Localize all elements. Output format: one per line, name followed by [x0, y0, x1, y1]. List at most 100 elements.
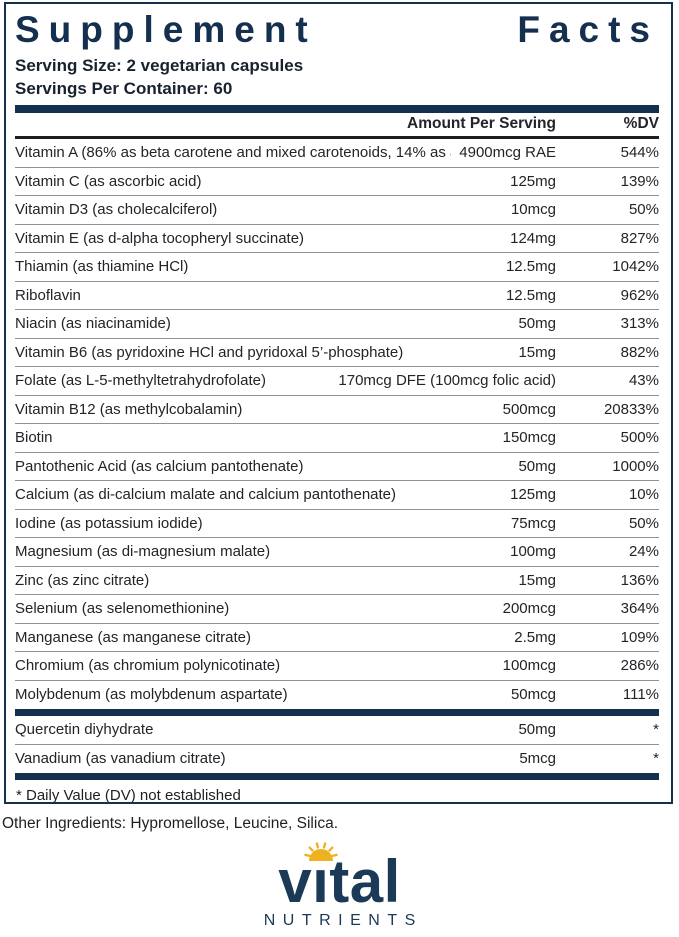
nutrient-dv: 109% — [620, 628, 659, 646]
nutrient-dv: 50% — [628, 514, 659, 532]
table-row: Vitamin B12 (as methylcobalamin) 500mcg … — [15, 396, 659, 424]
nutrient-dv: 50% — [628, 201, 659, 219]
supplement-facts-panel: Supplement Facts Serving Size: 2 vegetar… — [4, 2, 673, 804]
nutrient-name: Thiamin (as thiamine HCl) — [15, 258, 189, 276]
nutrient-name: Vitamin A (86% as beta carotene and mixe… — [15, 144, 451, 162]
nutrient-dv: 1042% — [612, 258, 659, 276]
nutrient-name: Iodine (as potassium iodide) — [15, 514, 203, 532]
nutrient-name: Vitamin C (as ascorbic acid) — [15, 172, 202, 190]
brand-logo: v ı tal NUTRIENTS — [0, 842, 679, 930]
nutrient-name: Quercetin diyhydrate — [15, 721, 154, 739]
nutrient-amount: 50mcg — [510, 686, 556, 704]
facts-title: Supplement Facts — [15, 9, 659, 51]
nutrient-dv: 364% — [620, 600, 659, 618]
nutrient-name: Selenium (as selenomethionine) — [15, 600, 230, 618]
table-row: Selenium (as selenomethionine) 200mcg 36… — [15, 595, 659, 624]
header-divider-bar — [15, 105, 659, 113]
nutrient-name: Vanadium (as vanadium citrate) — [15, 750, 226, 768]
nutrient-amount: 500mcg — [502, 400, 556, 418]
nutrient-amount: 15mg — [518, 343, 556, 361]
table-row: Riboflavin 12.5mg 962% — [15, 282, 659, 310]
nutrient-name: Vitamin B6 (as pyridoxine HCl and pyrido… — [15, 343, 404, 361]
nutrient-amount: 10mcg — [510, 201, 556, 219]
logo-sun-icon — [303, 842, 338, 861]
nutrient-dv: 10% — [628, 486, 659, 504]
nutrient-amount: 2.5mg — [514, 628, 556, 646]
nutrient-name: Calcium (as di-calcium malate and calciu… — [15, 486, 397, 504]
nutrient-dv: * — [653, 721, 659, 739]
nutrient-dv: 827% — [620, 229, 659, 247]
table-row: Biotin 150mcg 500% — [15, 424, 659, 453]
nutrient-amount: 100mcg — [502, 657, 556, 675]
nutrient-name: Niacin (as niacinamide) — [15, 315, 171, 333]
table-row: Calcium (as di-calcium malate and calciu… — [15, 481, 659, 510]
logo-letters-tal: tal — [329, 848, 401, 915]
nutrient-amount: 170mcg DFE (100mcg folic acid) — [338, 372, 556, 390]
facts-table-extra: Quercetin diyhydrate 50mg * Vanadium (as… — [15, 716, 659, 773]
nutrient-dv: * — [653, 750, 659, 768]
nutrient-dv: 139% — [620, 172, 659, 190]
nutrient-amount: 125mg — [510, 486, 556, 504]
table-row: Vitamin D3 (as cholecalciferol) 10mcg 50… — [15, 196, 659, 225]
nutrient-name: Folate (as L-5-methyltetrahydrofolate) — [15, 372, 266, 390]
nutrient-name: Molybdenum (as molybdenum aspartate) — [15, 686, 288, 704]
servings-per-container: Servings Per Container: 60 — [15, 79, 233, 98]
nutrient-amount: 50mg — [518, 457, 556, 475]
nutrient-amount: 75mcg — [510, 514, 556, 532]
nutrient-dv: 313% — [620, 315, 659, 333]
nutrient-dv: 882% — [620, 343, 659, 361]
nutrient-dv: 43% — [628, 372, 659, 390]
nutrient-name: Manganese (as manganese citrate) — [15, 628, 251, 646]
logo-letter-i: ı — [303, 842, 338, 912]
daily-value-footnote: * Daily Value (DV) not established — [16, 787, 241, 804]
nutrient-amount: 15mg — [518, 571, 556, 589]
facts-table-main: Vitamin A (86% as beta carotene and mixe… — [15, 139, 659, 709]
logo-letter-v: v — [278, 848, 313, 915]
table-row: Molybdenum (as molybdenum aspartate) 50m… — [15, 681, 659, 710]
nutrient-amount: 50mg — [518, 315, 556, 333]
nutrient-amount: 12.5mg — [505, 286, 556, 304]
table-row: Manganese (as manganese citrate) 2.5mg 1… — [15, 624, 659, 652]
nutrient-dv: 286% — [620, 657, 659, 675]
table-row: Vanadium (as vanadium citrate) 5mcg * — [15, 745, 659, 774]
column-header-dv: %DV — [623, 115, 659, 132]
nutrient-name: Zinc (as zinc citrate) — [15, 571, 150, 589]
table-row: Magnesium (as di-magnesium malate) 100mg… — [15, 538, 659, 567]
nutrient-name: Vitamin E (as d-alpha tocopheryl succina… — [15, 229, 305, 247]
table-row: Niacin (as niacinamide) 50mg 313% — [15, 310, 659, 339]
nutrient-name: Pantothenic Acid (as calcium pantothenat… — [15, 457, 304, 475]
nutrient-name: Chromium (as chromium polynicotinate) — [15, 657, 281, 675]
nutrient-name: Riboflavin — [15, 286, 81, 304]
footer-divider-bar — [15, 773, 659, 780]
table-row: Chromium (as chromium polynicotinate) 10… — [15, 652, 659, 681]
other-ingredients: Other Ingredients: Hypromellose, Leucine… — [2, 815, 338, 832]
logo-wordmark: v ı tal — [278, 842, 401, 915]
nutrient-amount: 4900mcg RAE — [459, 144, 556, 162]
nutrient-dv: 544% — [620, 144, 659, 162]
nutrient-name: Magnesium (as di-magnesium malate) — [15, 543, 271, 561]
facts-title-word-supplement: Supplement — [15, 9, 317, 50]
nutrient-dv: 24% — [628, 543, 659, 561]
nutrient-amount: 100mg — [510, 543, 556, 561]
table-row: Thiamin (as thiamine HCl) 12.5mg 1042% — [15, 253, 659, 282]
section-divider-bar — [15, 709, 659, 716]
nutrient-name: Biotin — [15, 429, 53, 447]
table-row: Iodine (as potassium iodide) 75mcg 50% — [15, 510, 659, 538]
table-row: Vitamin A (86% as beta carotene and mixe… — [15, 139, 659, 168]
nutrient-amount: 50mg — [518, 721, 556, 739]
facts-title-word-facts: Facts — [517, 9, 659, 50]
table-row: Folate (as L-5-methyltetrahydrofolate) 1… — [15, 367, 659, 396]
logo-subtext: NUTRIENTS — [263, 912, 423, 929]
nutrient-dv: 136% — [620, 571, 659, 589]
nutrient-dv: 20833% — [603, 400, 659, 418]
nutrient-amount: 200mcg — [502, 600, 556, 618]
serving-size: Serving Size: 2 vegetarian capsules — [15, 56, 304, 75]
nutrient-amount: 5mcg — [519, 750, 556, 768]
table-row: Vitamin C (as ascorbic acid) 125mg 139% — [15, 168, 659, 196]
column-header-amount: Amount Per Serving — [407, 115, 556, 132]
nutrient-amount: 150mcg — [502, 429, 556, 447]
nutrient-dv: 111% — [622, 686, 659, 704]
nutrient-amount: 125mg — [510, 172, 556, 190]
table-row: Quercetin diyhydrate 50mg * — [15, 716, 659, 745]
